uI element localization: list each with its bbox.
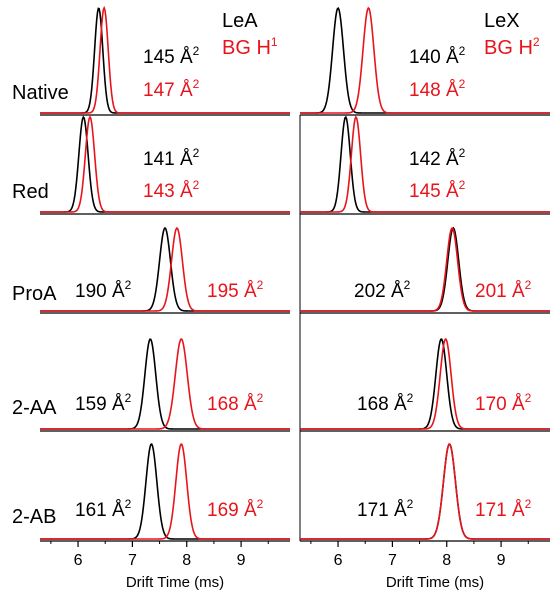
row-label: 2-AA [12, 397, 57, 419]
red-trace [40, 5, 290, 114]
legend-entry: LeX [484, 10, 520, 32]
row-label: Red [12, 181, 49, 203]
red-trace [300, 6, 550, 114]
x-tick-label: 8 [182, 552, 191, 569]
labels-layer: 145 Å2 147 Å2 140 Å2 148 Å2 Native 141 Å2 143 … [12, 10, 540, 591]
x-tick-label: 9 [497, 552, 506, 569]
x-tick-label: 6 [74, 552, 83, 569]
black-ccs-label: 190 Å2 [75, 278, 132, 302]
legend-entry: LeA [222, 10, 258, 32]
black-trace [40, 443, 290, 540]
black-ccs-label: 202 Å2 [354, 278, 411, 302]
axes-layer [40, 114, 550, 547]
red-trace [300, 337, 550, 430]
red-ccs-label: 170 Å2 [475, 391, 532, 415]
red-ccs-label: 195 Å2 [207, 278, 264, 302]
x-tick-label: 9 [237, 552, 246, 569]
black-trace [300, 443, 550, 540]
traces-layer [40, 5, 550, 540]
red-ccs-label: 147 Å2 [143, 77, 200, 101]
row-label: ProA [12, 283, 57, 305]
black-trace [300, 338, 550, 430]
black-ccs-label: 171 Å2 [357, 497, 414, 521]
red-trace [40, 227, 290, 312]
x-tick-label: 6 [334, 552, 343, 569]
legend-entry: BG H1 [222, 35, 278, 59]
red-ccs-label: 168 Å2 [207, 391, 264, 415]
red-trace [40, 338, 290, 430]
black-ccs-label: 161 Å2 [75, 497, 132, 521]
black-ccs-label: 159 Å2 [75, 391, 132, 415]
red-ccs-label: 171 Å2 [475, 497, 532, 521]
red-trace [300, 443, 550, 540]
black-ccs-label: 142 Å2 [409, 146, 466, 170]
red-ccs-label: 145 Å2 [409, 178, 466, 202]
row-label: 2-AB [12, 506, 56, 528]
red-trace [40, 443, 290, 540]
red-ccs-label: 143 Å2 [143, 178, 200, 202]
x-tick-label: 7 [128, 552, 137, 569]
x-axis-title: Drift Time (ms) [126, 574, 224, 591]
x-axis-title: Drift Time (ms) [386, 574, 484, 591]
black-ccs-label: 145 Å2 [143, 44, 200, 68]
legend-entry: BG H2 [484, 35, 540, 59]
row-label: Native [12, 82, 69, 104]
x-tick-label: 7 [388, 552, 397, 569]
black-ccs-label: 141 Å2 [143, 146, 200, 170]
red-trace [40, 115, 290, 213]
red-ccs-label: 169 Å2 [207, 497, 264, 521]
red-trace [300, 227, 550, 312]
black-trace [40, 338, 290, 430]
x-tick-label: 8 [442, 552, 451, 569]
black-ccs-label: 140 Å2 [409, 44, 466, 68]
red-ccs-label: 201 Å2 [475, 278, 532, 302]
red-trace [300, 115, 550, 213]
black-ccs-label: 168 Å2 [357, 391, 414, 415]
red-ccs-label: 148 Å2 [409, 77, 466, 101]
